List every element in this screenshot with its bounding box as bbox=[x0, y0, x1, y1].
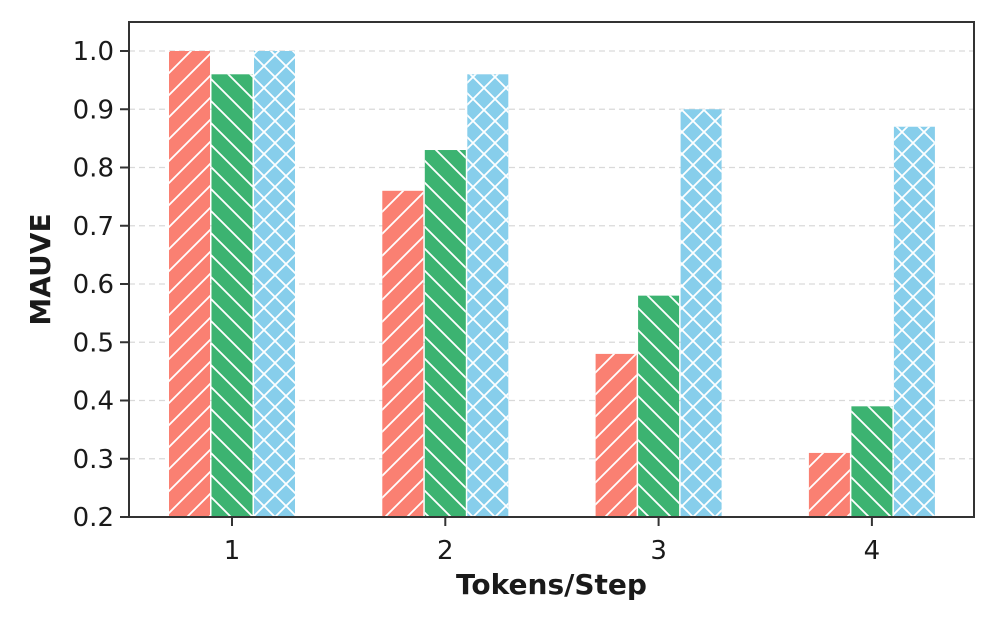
y-axis-title: MAUVE bbox=[24, 213, 57, 325]
bar-hatch bbox=[851, 406, 893, 517]
x-axis-title: Tokens/Step bbox=[456, 568, 647, 601]
x-tick-label: 3 bbox=[650, 536, 667, 566]
y-tick-label: 0.9 bbox=[73, 95, 114, 125]
bar-hatch bbox=[211, 74, 253, 518]
y-tick-label: 0.8 bbox=[73, 154, 114, 184]
x-tick-label: 4 bbox=[864, 536, 881, 566]
bar-hatch bbox=[680, 109, 722, 517]
y-tick-label: 0.5 bbox=[73, 328, 114, 358]
y-tick-label: 0.7 bbox=[73, 212, 114, 242]
bar-hatch bbox=[638, 295, 680, 517]
bar-hatch bbox=[467, 74, 509, 518]
bar-hatch bbox=[254, 51, 295, 517]
y-tick-label: 0.6 bbox=[73, 270, 114, 300]
y-tick-label: 0.4 bbox=[73, 387, 114, 417]
y-tick-label: 1.0 bbox=[73, 37, 114, 67]
bar-hatch bbox=[169, 51, 210, 517]
bar-hatch bbox=[382, 190, 424, 518]
y-tick-label: 0.3 bbox=[73, 445, 114, 475]
bars bbox=[169, 51, 935, 518]
plot-frame bbox=[128, 21, 975, 518]
x-tick-label: 2 bbox=[437, 536, 454, 566]
bar-hatch bbox=[424, 150, 466, 517]
bar-hatch bbox=[893, 126, 935, 517]
x-tick-label: 1 bbox=[224, 536, 241, 566]
bar-hatch bbox=[808, 452, 850, 517]
bar-hatch bbox=[595, 353, 637, 517]
x-axis: 1 2 3 4 bbox=[224, 517, 880, 566]
y-tick-label: 0.2 bbox=[73, 503, 114, 533]
y-axis: 0.2 0.3 0.4 0.5 0.6 0.7 0.8 0.9 1.0 bbox=[73, 37, 129, 533]
